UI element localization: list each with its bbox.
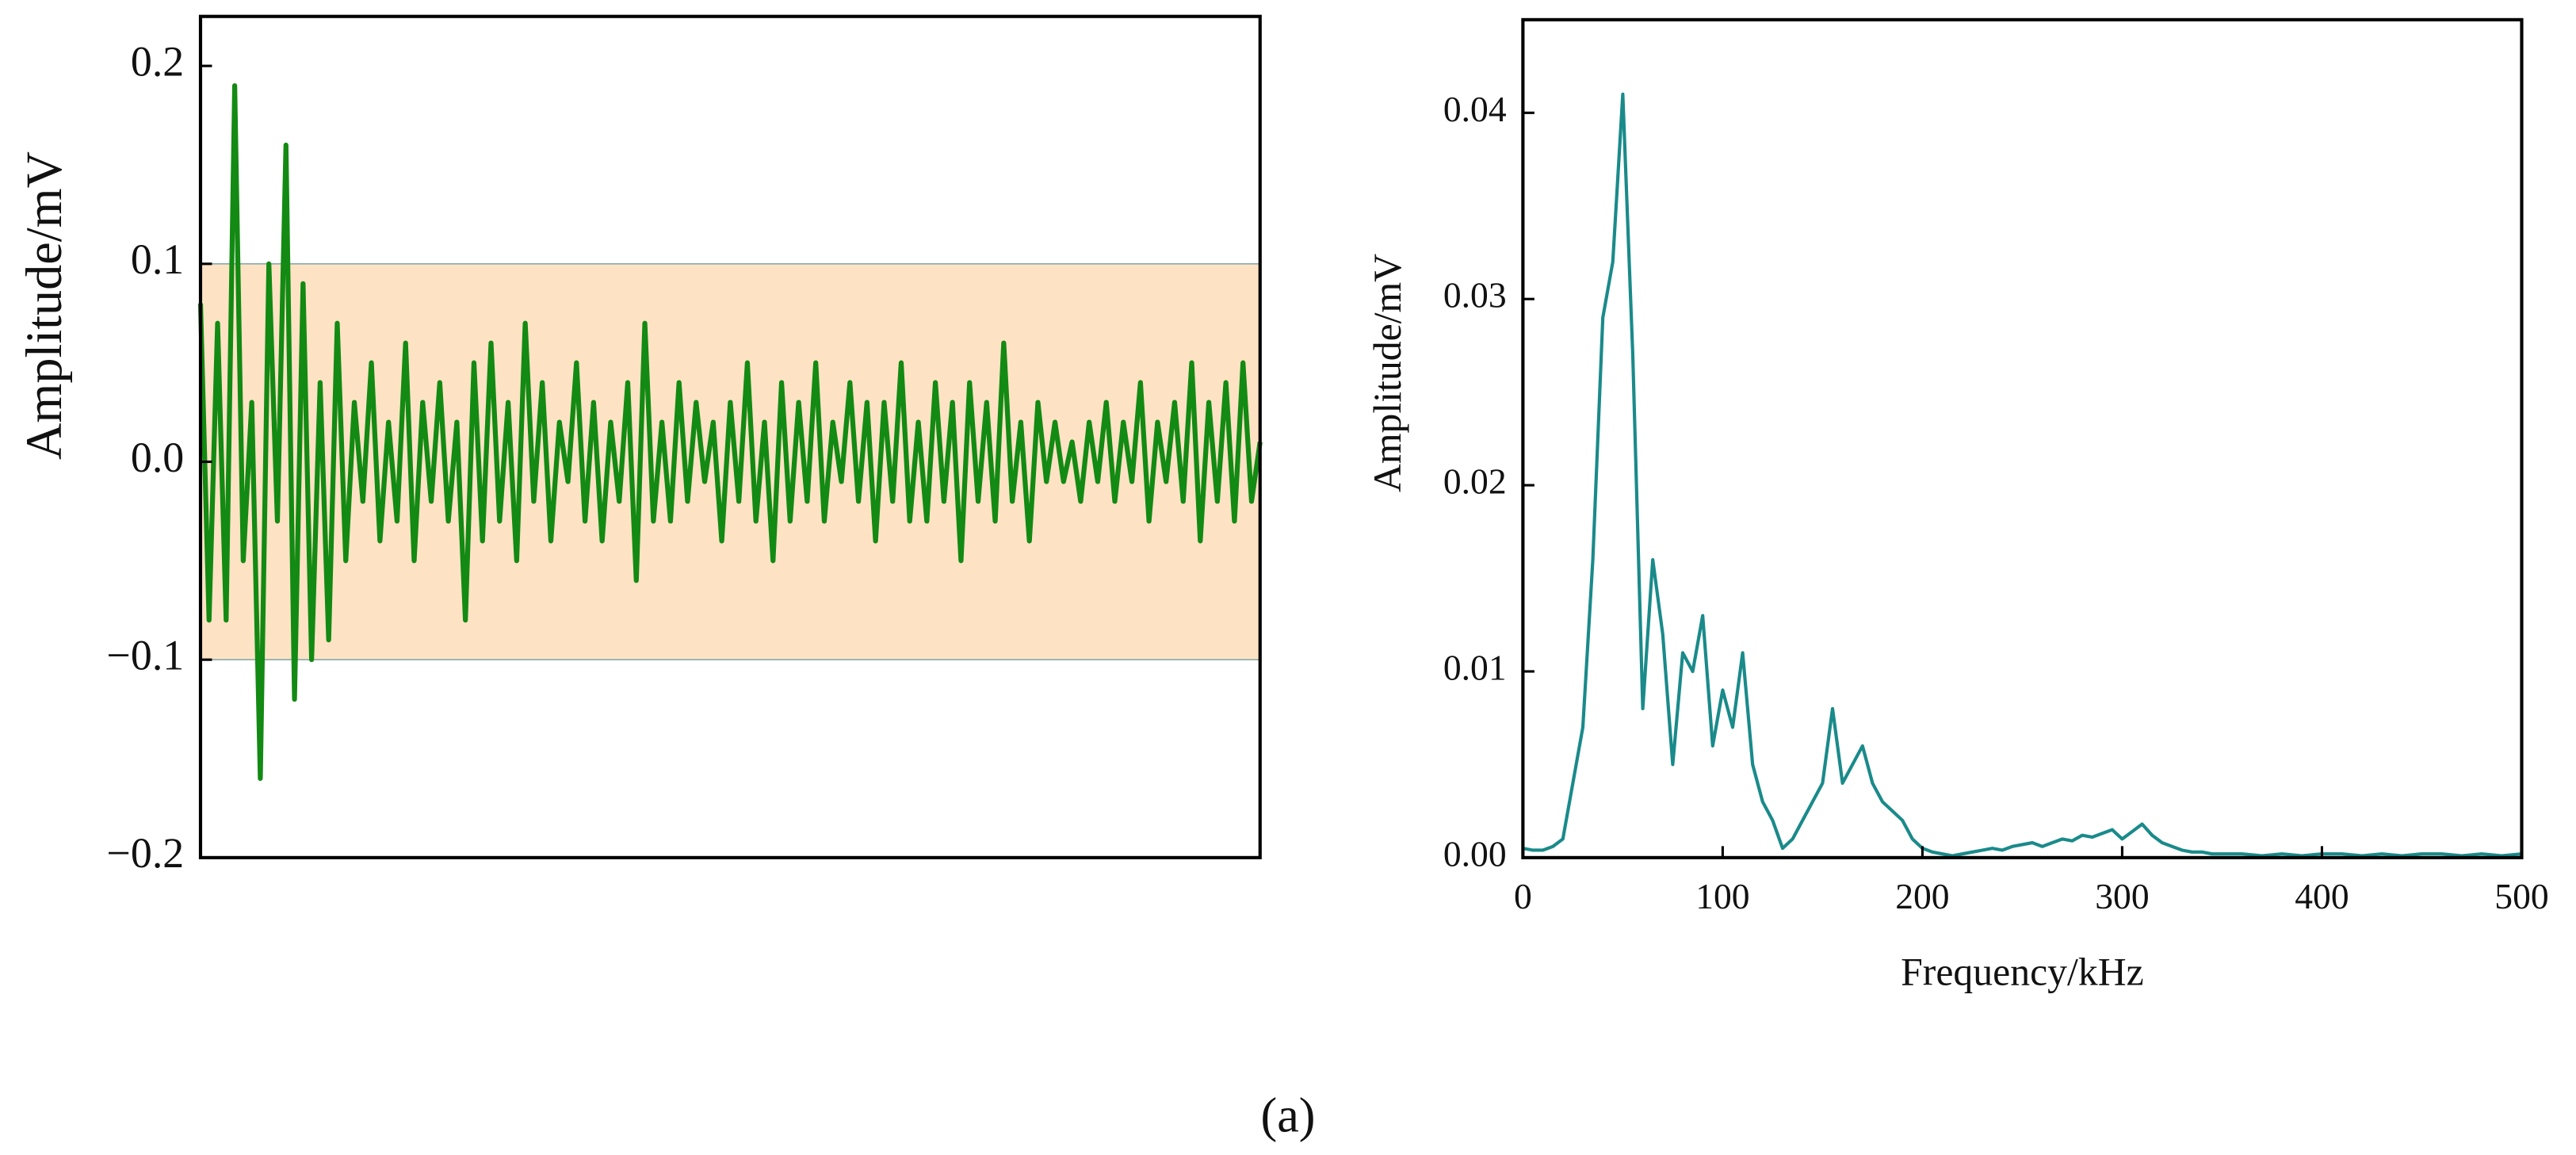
caption: (a) <box>1261 1089 1316 1143</box>
x-tick-label: 100 <box>1695 876 1749 916</box>
y-axis-label: Amplitude/mV <box>1366 254 1409 492</box>
x-tick-label: 200 <box>1895 876 1949 916</box>
y-tick-label: 0.04 <box>1443 89 1507 129</box>
y-tick-label: 0.1 <box>131 235 184 283</box>
y-tick-label: 0.2 <box>131 38 184 86</box>
x-tick-label: 400 <box>2295 876 2349 916</box>
y-tick-label: 0.02 <box>1443 461 1507 502</box>
data-line <box>197 82 1263 782</box>
x-tick-label: 300 <box>2095 876 2149 916</box>
y-tick-label: 0.01 <box>1443 647 1507 687</box>
x-tick-label: 500 <box>2494 876 2548 916</box>
plot-frame <box>198 14 1262 859</box>
x-tick-label: 0 <box>1514 876 1532 916</box>
x-axis-label: Frequency/kHz <box>1901 950 2144 994</box>
y-tick-label: 0.0 <box>131 434 184 481</box>
plot-frame <box>1521 17 2524 859</box>
y-tick-label: 0.03 <box>1443 275 1507 316</box>
y-axis-label: Amplitude/mV <box>16 151 72 460</box>
y-tick-label: −0.2 <box>107 829 185 877</box>
y-tick-label: −0.1 <box>107 632 185 679</box>
y-tick-label: 0.00 <box>1443 833 1507 874</box>
data-line <box>1522 92 2522 858</box>
